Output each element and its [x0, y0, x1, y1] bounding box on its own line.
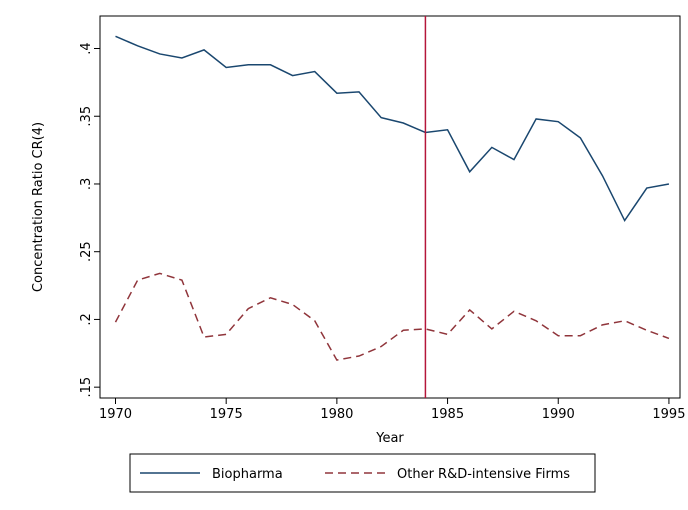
- x-tick-label: 1970: [99, 407, 132, 422]
- y-tick-label: .3: [79, 178, 94, 190]
- plot-frame: [99, 15, 681, 399]
- series-line: [114, 272, 670, 361]
- x-tick-label: 1980: [320, 407, 353, 422]
- y-tick-label: .15: [79, 377, 94, 398]
- x-axis-label: Year: [375, 431, 404, 446]
- legend-label: Biopharma: [212, 467, 283, 482]
- y-axis-label: Concentration Ratio CR(4): [31, 122, 46, 292]
- y-tick-label: .35: [79, 106, 94, 127]
- x-tick-label: 1995: [652, 407, 685, 422]
- y-tick-label: .4: [79, 42, 94, 54]
- x-tick-label: 1985: [431, 407, 464, 422]
- legend-box: [129, 453, 596, 493]
- x-tick-label: 1990: [542, 407, 575, 422]
- y-tick-label: .2: [79, 313, 94, 325]
- y-tick-label: .25: [79, 241, 94, 262]
- x-tick-label: 1975: [210, 407, 243, 422]
- legend-label: Other R&D-intensive Firms: [397, 467, 570, 482]
- series-line: [115, 35, 670, 223]
